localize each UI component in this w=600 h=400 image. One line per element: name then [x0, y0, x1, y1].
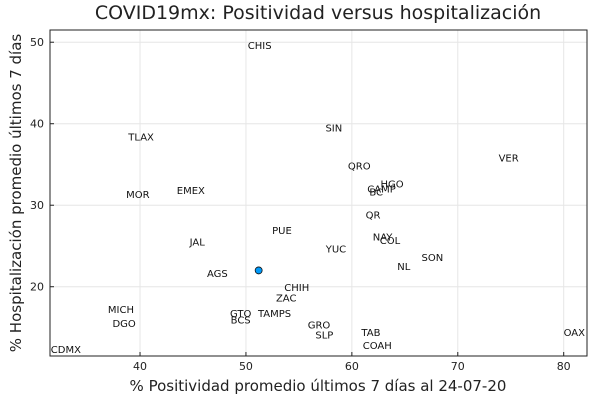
y-axis-label: % Hospitalización promedio últimos 7 día… — [7, 34, 25, 353]
y-tick-label: 50 — [30, 36, 44, 49]
y-axis-ticks: 20 30 40 50 — [30, 36, 54, 294]
state-label-qro: QRO — [348, 162, 371, 173]
state-label-gro: GRO — [308, 321, 331, 332]
state-label-ver: VER — [499, 153, 519, 164]
x-axis-ticks: 40 50 60 70 80 — [133, 352, 571, 373]
state-label-bc: BC — [369, 188, 383, 199]
state-label-ags: AGS — [207, 269, 228, 280]
state-label-col: COL — [380, 236, 401, 247]
state-label-emex: EMEX — [177, 186, 205, 197]
y-tick-label: 20 — [30, 281, 44, 294]
state-label-bcs: BCS — [231, 316, 251, 327]
state-label-hgo: HGO — [381, 180, 404, 191]
chart-title: COVID19mx: Positividad versus hospitaliz… — [95, 2, 541, 24]
state-label-coah: COAH — [363, 341, 392, 352]
state-label-tlax: TLAX — [127, 132, 154, 143]
x-tick-label: 50 — [239, 360, 253, 373]
highlight-point — [254, 266, 263, 275]
y-tick-label: 40 — [30, 118, 44, 131]
state-label-chis: CHIS — [248, 41, 272, 52]
state-label-dgo: DGO — [112, 319, 135, 330]
state-label-cdmx: CDMX — [51, 345, 81, 356]
state-label-mich: MICH — [108, 305, 134, 316]
state-label-yuc: YUC — [325, 245, 346, 256]
x-tick-label: 70 — [451, 360, 465, 373]
state-label-tab: TAB — [360, 328, 380, 339]
state-label-jal: JAL — [189, 237, 206, 248]
grid — [50, 30, 587, 356]
x-axis-label: % Positividad promedio últimos 7 días al… — [130, 377, 507, 395]
y-tick-label: 30 — [30, 199, 44, 212]
state-label-sin: SIN — [325, 123, 342, 134]
state-label-nay: NAY — [373, 233, 394, 244]
state-label-qr: QR — [366, 211, 381, 222]
state-label-slp: SLP — [315, 330, 333, 341]
plot-frame — [49, 29, 588, 357]
state-label-pue: PUE — [272, 226, 292, 237]
state-label-camp: CAMP — [367, 184, 395, 195]
state-label-mor: MOR — [126, 190, 149, 201]
state-label-tamps: TAMPS — [257, 309, 291, 320]
x-tick-label: 80 — [557, 360, 571, 373]
x-tick-label: 60 — [345, 360, 359, 373]
x-tick-label: 40 — [133, 360, 147, 373]
state-label-son: SON — [422, 253, 444, 264]
state-label-zac: ZAC — [276, 294, 297, 305]
state-label-nl: NL — [397, 262, 410, 273]
state-label-chih: CHIH — [284, 283, 309, 294]
highlight-points — [254, 266, 263, 275]
state-label-oax: OAX — [564, 328, 586, 339]
state-label-gto: GTO — [230, 309, 252, 320]
